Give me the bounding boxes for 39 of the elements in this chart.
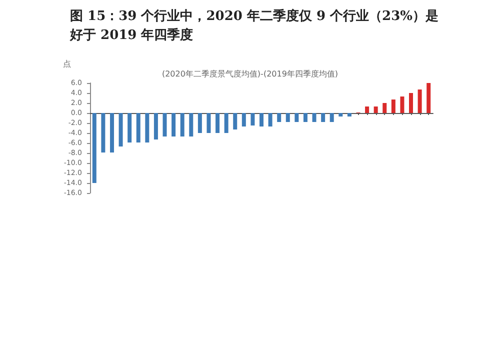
bar bbox=[418, 90, 422, 113]
bar bbox=[172, 113, 176, 136]
bar bbox=[303, 113, 308, 122]
bar bbox=[198, 113, 202, 133]
bar bbox=[128, 113, 132, 142]
bar bbox=[162, 113, 167, 136]
bar bbox=[400, 96, 404, 113]
chart-title: 图 15：39 个行业中，2020 年二季度仅 9 个行业（23%）是好于 2019 年四季度 bbox=[69, 8, 438, 43]
bar bbox=[136, 113, 140, 142]
bar bbox=[145, 113, 150, 142]
bar bbox=[330, 113, 334, 122]
bar bbox=[92, 113, 96, 183]
bar bbox=[277, 113, 282, 122]
bar bbox=[250, 113, 255, 126]
chart-subtitle: (2020年二季度景气度均值)-(2019年四季度均值) bbox=[162, 70, 338, 78]
bar bbox=[382, 103, 387, 113]
bar bbox=[242, 113, 246, 126]
bar bbox=[118, 113, 123, 146]
bar bbox=[224, 113, 228, 133]
bar bbox=[294, 113, 299, 122]
bar bbox=[268, 113, 272, 126]
bar bbox=[312, 113, 316, 122]
bar bbox=[110, 113, 114, 152]
bar bbox=[101, 113, 106, 152]
bar bbox=[426, 83, 431, 113]
bar bbox=[365, 106, 370, 113]
bar bbox=[180, 113, 184, 136]
bar bbox=[321, 113, 326, 122]
bar bbox=[189, 113, 194, 136]
bar bbox=[216, 113, 220, 133]
bar bbox=[260, 113, 264, 126]
bar bbox=[374, 106, 378, 113]
bar bbox=[286, 113, 290, 122]
bar bbox=[154, 113, 158, 140]
y-axis-title: 点 bbox=[63, 60, 71, 68]
bar bbox=[391, 100, 396, 113]
bar bbox=[233, 113, 238, 130]
bar bbox=[206, 113, 211, 133]
bar bbox=[409, 93, 414, 113]
